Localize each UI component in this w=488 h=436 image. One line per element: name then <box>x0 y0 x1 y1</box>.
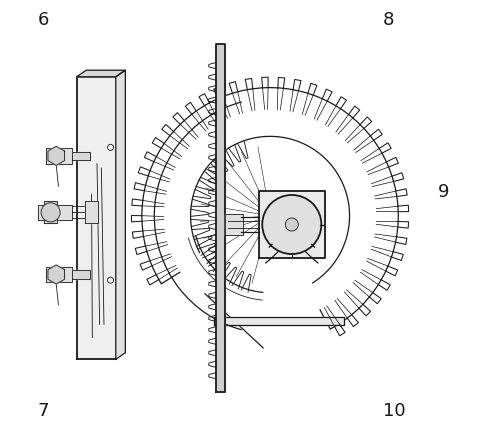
Polygon shape <box>38 204 72 220</box>
Polygon shape <box>116 70 125 359</box>
Text: 6: 6 <box>38 11 49 29</box>
Polygon shape <box>77 70 125 77</box>
Circle shape <box>262 195 322 254</box>
Polygon shape <box>44 201 57 223</box>
Text: 8: 8 <box>383 11 394 29</box>
Polygon shape <box>72 270 90 279</box>
Polygon shape <box>216 44 225 392</box>
Polygon shape <box>85 201 99 223</box>
Polygon shape <box>46 148 72 164</box>
Polygon shape <box>48 265 64 284</box>
Text: 10: 10 <box>383 402 406 420</box>
Polygon shape <box>48 146 64 165</box>
Polygon shape <box>46 267 72 283</box>
Circle shape <box>41 203 60 222</box>
Circle shape <box>285 218 298 231</box>
Polygon shape <box>225 214 243 235</box>
Text: 9: 9 <box>437 183 449 201</box>
Polygon shape <box>72 151 90 160</box>
Polygon shape <box>259 191 325 258</box>
Text: 7: 7 <box>38 402 49 420</box>
Polygon shape <box>77 77 116 359</box>
Polygon shape <box>214 317 344 325</box>
Wedge shape <box>144 90 396 327</box>
